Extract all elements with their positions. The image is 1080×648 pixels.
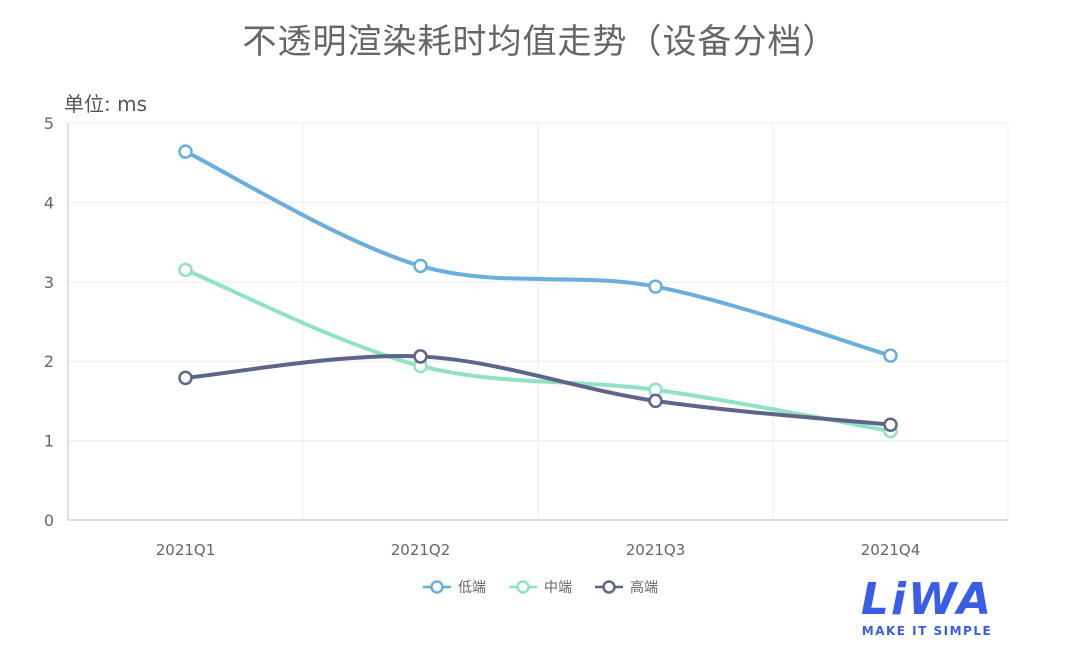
series-line-1 — [183, 267, 893, 434]
data-point — [413, 258, 428, 274]
data-point — [883, 348, 898, 363]
y-tick-label: 5 — [44, 114, 54, 133]
data-point — [648, 279, 663, 294]
logo-tagline: MAKE IT SIMPLE — [861, 624, 993, 638]
legend-marker — [423, 580, 451, 594]
legend-item[interactable]: 低端 — [422, 577, 486, 597]
chart-title: 不透明渲染耗时均值走势（设备分档） — [242, 22, 838, 62]
data-point — [178, 144, 193, 159]
x-tick-label: 2021Q4 — [861, 541, 921, 559]
y-tick-label: 1 — [44, 432, 54, 451]
liwa-logo: LiWA MAKE IT SIMPLE — [842, 574, 1012, 639]
legend-marker — [595, 580, 623, 594]
x-tick-label: 2021Q3 — [626, 541, 686, 559]
y-tick-label: 0 — [44, 511, 54, 530]
legend-label: 中端 — [544, 580, 572, 596]
y-axis-unit-label: 单位: ms — [64, 92, 147, 116]
legend-label: 低端 — [458, 580, 486, 596]
data-point — [883, 417, 898, 432]
y-tick-label: 4 — [44, 193, 54, 212]
legend: 低端 中端 高端 — [0, 577, 1080, 597]
y-tick-label: 2 — [44, 352, 54, 371]
series-line-2 — [183, 354, 893, 427]
x-tick-label: 2021Q1 — [156, 541, 216, 559]
series-line-0 — [183, 149, 893, 358]
data-points — [178, 144, 898, 439]
legend-marker — [509, 580, 537, 594]
data-point — [178, 262, 193, 278]
legend-item[interactable]: 高端 — [594, 577, 658, 597]
y-tick-label: 3 — [44, 273, 54, 292]
data-point — [413, 349, 428, 364]
axes — [67, 123, 1008, 521]
x-tick-label: 2021Q2 — [391, 541, 451, 559]
legend-item[interactable]: 中端 — [508, 577, 572, 597]
series-lines — [183, 149, 893, 434]
legend-label: 高端 — [630, 580, 658, 596]
grid-lines — [67, 122, 1009, 521]
tick-labels: 0 1 2 3 4 5 2021Q1 2021Q2 2021Q3 2021Q4 — [44, 114, 920, 559]
data-point — [648, 393, 663, 409]
data-point — [178, 370, 193, 386]
logo-mark: LiWA — [860, 574, 994, 625]
